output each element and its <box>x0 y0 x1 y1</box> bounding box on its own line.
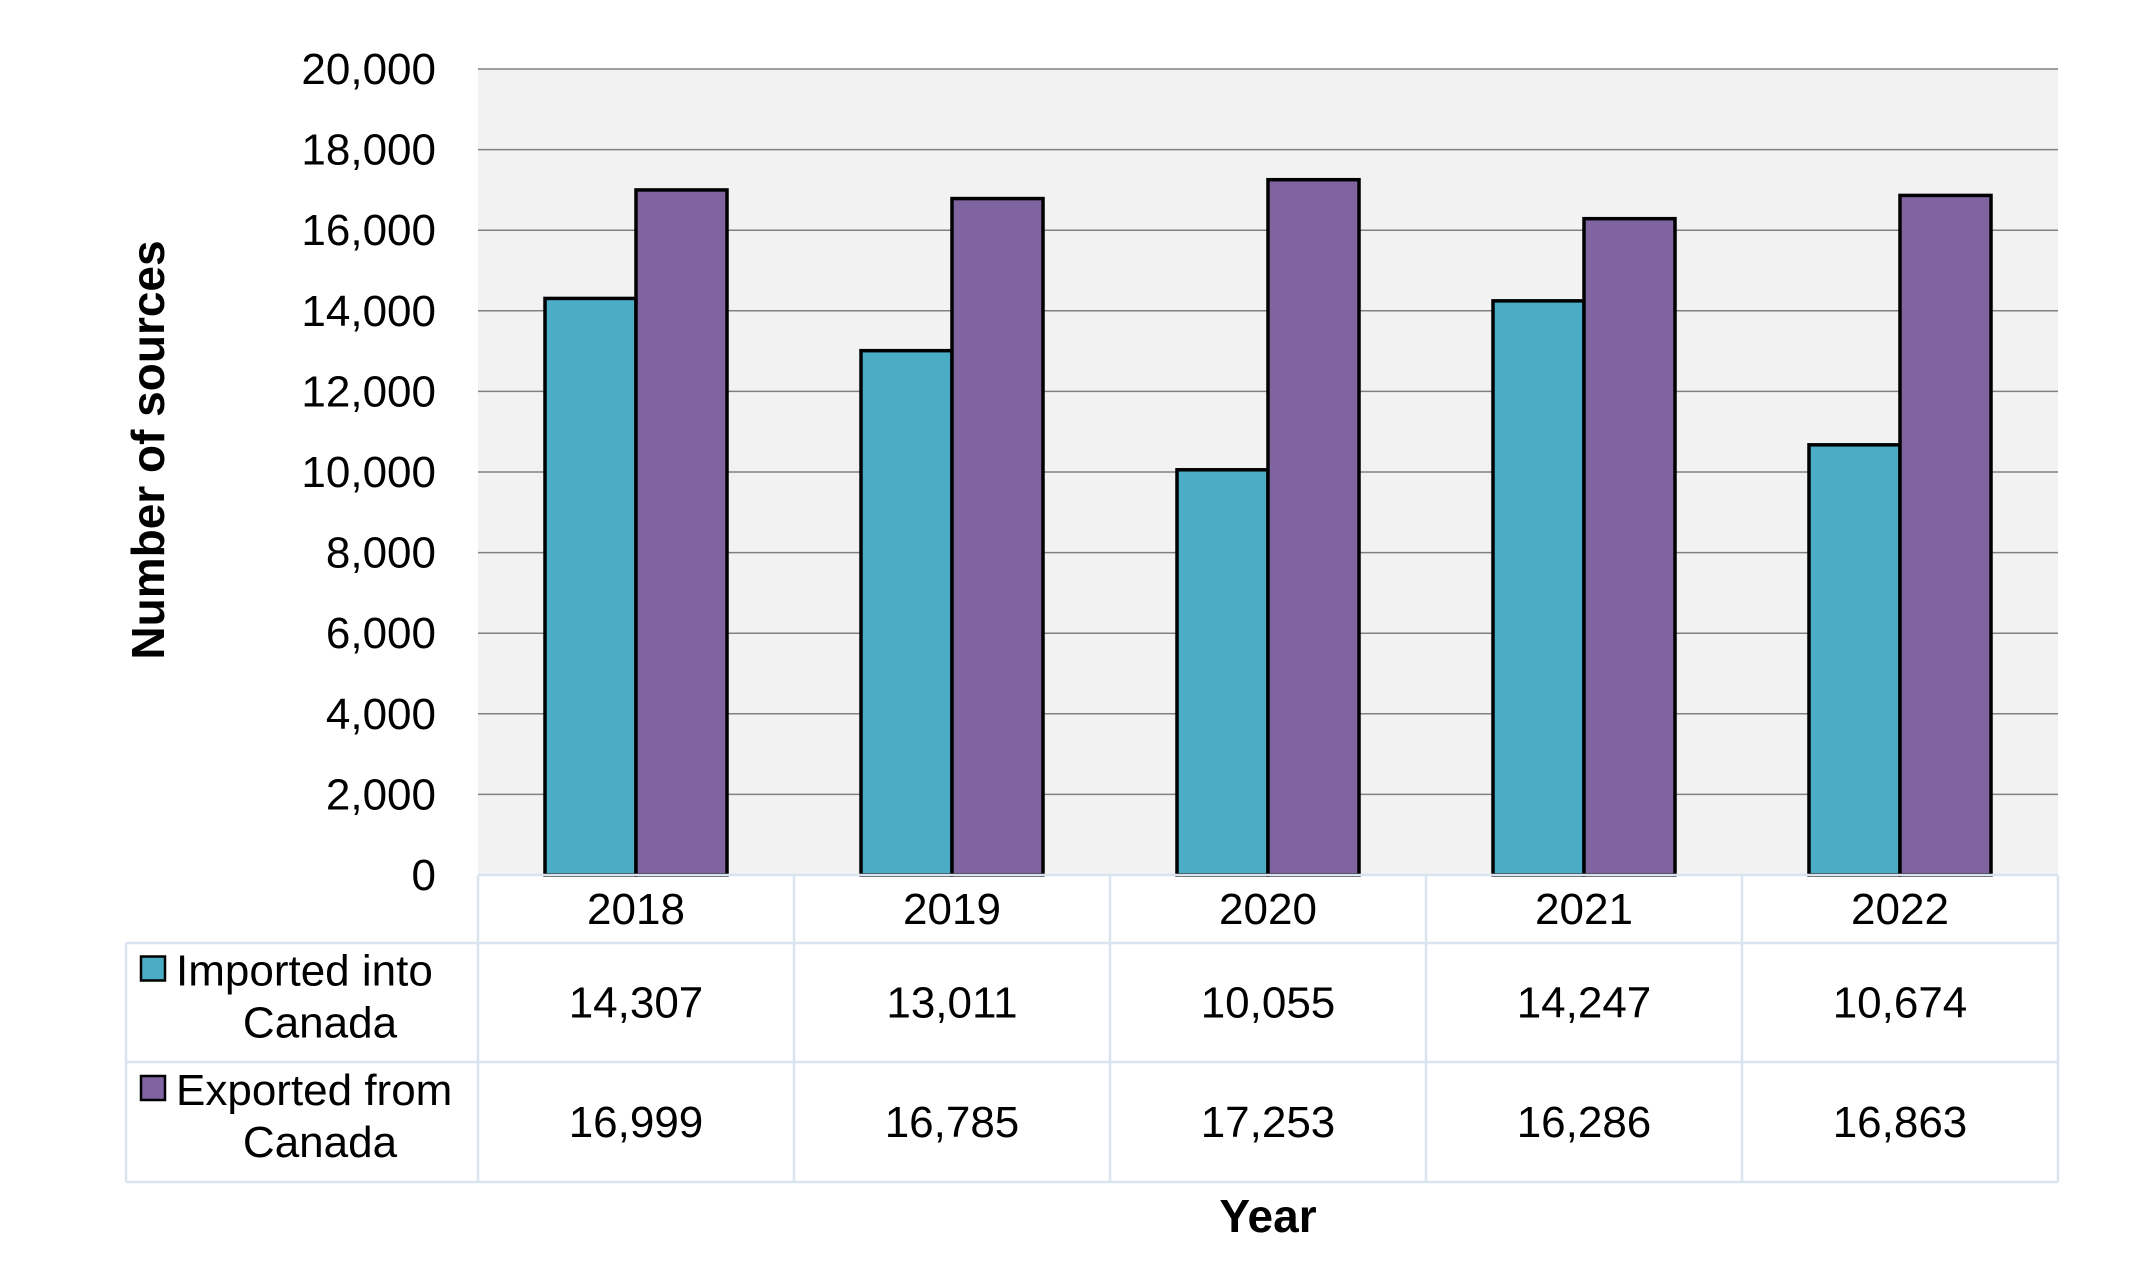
data-table-value: 14,247 <box>1517 979 1652 1028</box>
y-tick-label: 14,000 <box>301 287 436 336</box>
bar-imported-2020 <box>1175 468 1270 877</box>
legend-key-exported <box>139 1074 167 1102</box>
bar-imported-2021 <box>1491 299 1586 877</box>
x-tick-label: 2022 <box>1851 885 1949 934</box>
data-table-value: 10,055 <box>1201 979 1336 1028</box>
data-table-value: 16,863 <box>1833 1098 1968 1147</box>
x-tick-label: 2021 <box>1535 885 1633 934</box>
data-table-value: 17,253 <box>1201 1098 1336 1147</box>
bar-exported-2018 <box>634 188 729 877</box>
y-axis-title: Number of sources <box>122 240 174 659</box>
bar-imported-2019 <box>859 348 954 877</box>
bar-exported-2019 <box>950 196 1045 877</box>
y-tick-label: 10,000 <box>301 448 436 497</box>
y-tick-label: 20,000 <box>301 45 436 94</box>
data-table-value: 13,011 <box>886 979 1017 1028</box>
x-axis-title: Year <box>1219 1190 1316 1242</box>
data-table-value: 16,785 <box>885 1098 1020 1147</box>
y-tick-label: 4,000 <box>326 690 436 739</box>
legend-label: Exported from <box>176 1066 452 1115</box>
legend-label: Canada <box>243 1118 398 1167</box>
y-axis-ticks: 0 2,000 4,000 6,000 8,000 10,000 12,000 14,000 1… <box>301 45 436 900</box>
legend-label: Canada <box>243 999 398 1048</box>
y-tick-label: 0 <box>412 851 436 900</box>
data-table-value: 14,307 <box>569 979 704 1028</box>
y-tick-label: 18,000 <box>301 126 436 175</box>
y-tick-label: 8,000 <box>326 529 436 578</box>
bars <box>543 177 1993 877</box>
y-tick-label: 12,000 <box>301 367 436 416</box>
legend-label: Imported into <box>176 947 433 996</box>
data-table-value: 10,674 <box>1833 979 1968 1028</box>
x-tick-label: 2018 <box>587 885 685 934</box>
data-table-value: 16,999 <box>569 1098 704 1147</box>
bar-exported-2021 <box>1582 216 1677 877</box>
y-tick-label: 2,000 <box>326 770 436 819</box>
x-tick-label: 2020 <box>1219 885 1317 934</box>
x-tick-label: 2019 <box>903 885 1001 934</box>
y-tick-label: 16,000 <box>301 206 436 255</box>
legend-key-imported <box>139 955 167 982</box>
bar-exported-2020 <box>1266 177 1361 877</box>
bar-imported-2022 <box>1807 443 1902 877</box>
data-table-value: 16,286 <box>1517 1098 1652 1147</box>
bar-imported-2018 <box>543 296 638 877</box>
y-tick-label: 6,000 <box>326 609 436 658</box>
bar-exported-2022 <box>1898 193 1993 877</box>
